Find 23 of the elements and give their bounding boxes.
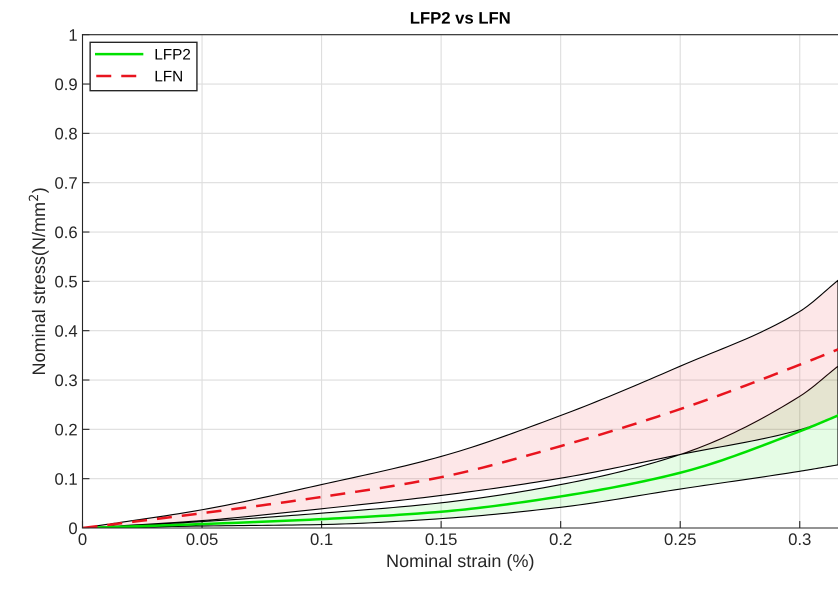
x-axis-title: Nominal strain (%): [387, 554, 534, 571]
y-tick-label: 0: [69, 522, 77, 534]
y-tick-label: 0.2: [55, 424, 77, 436]
y-tick-label: 0.6: [55, 226, 77, 238]
y-tick-label: 0.4: [55, 325, 78, 337]
legend-label: LFP2: [156, 48, 190, 60]
chart-title: LFP2 vs LFN: [410, 12, 510, 24]
x-tick-label: 0.05: [186, 533, 218, 546]
y-tick-label: 0.1: [55, 473, 77, 485]
x-tick-label: 0.1: [310, 533, 332, 546]
x-tick-label: 0.15: [426, 533, 457, 546]
y-tick-label: 0.3: [55, 374, 77, 386]
x-tick-label: 0.2: [550, 533, 572, 546]
y-tick-label: 1: [70, 29, 77, 41]
legend-label: LFN: [156, 70, 182, 82]
x-tick-label: 0.3: [788, 533, 811, 546]
y-tick-label: 0.5: [55, 276, 77, 288]
x-tick-label: 0: [78, 533, 86, 546]
y-tick-label: 0.7: [55, 177, 77, 189]
x-tick-label: 0.25: [664, 533, 696, 546]
y-tick-label: 0.9: [55, 78, 77, 90]
y-tick-label: 0.8: [55, 128, 77, 140]
y-axis-title: Nominal stress(N/mm$^{2}$): [28, 188, 49, 374]
